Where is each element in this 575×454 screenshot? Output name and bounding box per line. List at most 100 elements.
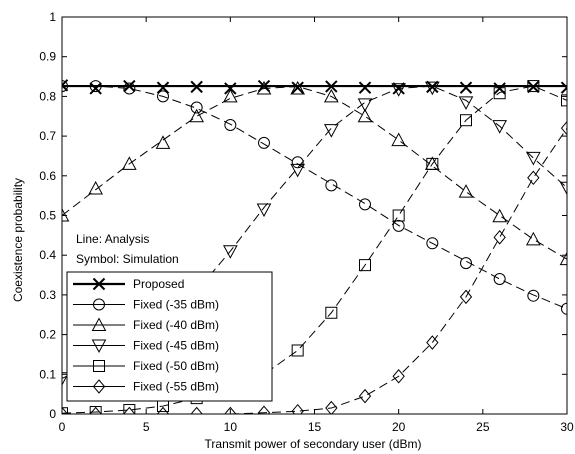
series-2 <box>62 80 567 266</box>
x-tick-label: 10 <box>224 420 238 434</box>
data-point <box>325 306 338 319</box>
x-tick-label: 30 <box>560 420 574 434</box>
data-point <box>358 388 372 404</box>
data-point <box>62 372 70 386</box>
data-point <box>391 132 407 147</box>
data-point <box>391 83 407 97</box>
x-marker-stroke <box>527 80 540 94</box>
legend-label: Fixed (-55 dBm) <box>133 380 219 394</box>
data-point <box>291 403 304 414</box>
legend-label: Fixed (-40 dBm) <box>133 318 219 332</box>
data-point <box>291 344 304 357</box>
annotations: Line: Analysis Symbol: Simulation <box>76 232 179 266</box>
data-point <box>559 251 567 266</box>
series-line <box>62 85 567 310</box>
data-point <box>357 98 373 112</box>
data-point <box>426 157 439 170</box>
y-tick-label: 0.5 <box>39 209 56 223</box>
data-point <box>525 231 541 246</box>
data-point <box>493 87 506 100</box>
data-point <box>89 80 102 93</box>
legend-label: Fixed (-35 dBm) <box>133 298 219 312</box>
data-point <box>62 80 68 93</box>
data-point <box>190 80 203 94</box>
data-point <box>458 184 474 198</box>
annotation-simulation: Symbol: Simulation <box>76 252 179 266</box>
data-point <box>459 289 473 305</box>
axes: 0 5 10 15 20 25 30 0 0.1 0.2 0.3 0.4 0.5 0.6 0.7 0.8 0.9… <box>39 10 574 434</box>
data-point <box>325 400 338 414</box>
data-point <box>359 198 371 211</box>
legend-marker <box>92 379 106 394</box>
y-tick-label: 0.8 <box>39 89 56 103</box>
legend-entry: Fixed (-50 dBm) <box>73 359 219 373</box>
data-point <box>62 407 68 414</box>
data-point <box>224 118 237 131</box>
data-point <box>323 88 339 103</box>
data-point <box>222 245 238 259</box>
data-point <box>224 82 237 95</box>
data-point <box>492 208 508 223</box>
legend-marker <box>91 339 107 354</box>
y-tick-label: 0.7 <box>39 129 56 143</box>
data-point <box>359 259 371 272</box>
data-point <box>89 82 102 95</box>
y-tick-label: 0.2 <box>39 328 56 342</box>
data-point <box>155 135 171 149</box>
x-marker-stroke <box>560 81 567 90</box>
x-marker-stroke <box>224 82 237 95</box>
data-point <box>493 273 506 286</box>
data-point <box>458 96 474 110</box>
data-point <box>123 406 136 414</box>
data-point <box>325 80 338 93</box>
data-point <box>258 136 270 149</box>
data-point <box>460 114 472 127</box>
legend-label: Fixed (-50 dBm) <box>133 359 219 373</box>
data-point <box>426 237 439 250</box>
data-point <box>156 81 170 94</box>
y-tick-label: 0.1 <box>39 367 56 381</box>
data-point <box>527 80 540 93</box>
data-point <box>560 81 567 94</box>
data-point <box>89 406 102 414</box>
data-point <box>392 209 405 222</box>
data-point <box>290 163 306 178</box>
data-point <box>189 108 205 123</box>
data-point <box>121 156 137 170</box>
data-point <box>256 80 272 95</box>
data-point <box>357 108 373 123</box>
data-point <box>460 257 472 270</box>
x-tick-label: 25 <box>476 420 490 434</box>
data-point <box>222 88 238 103</box>
data-point <box>559 181 567 196</box>
data-point <box>561 94 567 107</box>
legend-marker <box>92 277 106 291</box>
y-tick-label: 0.3 <box>39 288 56 302</box>
x-tick-label: 0 <box>59 420 66 434</box>
x-marker-stroke <box>123 79 136 93</box>
y-tick-label: 0 <box>49 407 56 421</box>
series-line <box>62 85 567 414</box>
data-point <box>88 180 104 195</box>
y-tick-label: 0.4 <box>39 248 56 262</box>
data-point <box>426 80 439 94</box>
data-point <box>156 406 170 414</box>
legend-box <box>66 271 273 402</box>
series-0 <box>62 79 567 95</box>
data-point <box>527 80 540 94</box>
data-point <box>256 203 272 218</box>
series-line <box>62 85 567 260</box>
x-marker-stroke <box>325 80 338 93</box>
data-point <box>157 90 169 103</box>
x-marker-stroke <box>291 81 304 94</box>
annotation-analysis: Line: Analysis <box>76 232 149 246</box>
x-marker-stroke <box>493 82 506 95</box>
legend-entry: Fixed (-40 dBm) <box>73 317 219 332</box>
x-tick-label: 15 <box>308 420 322 434</box>
legend-marker <box>93 360 105 372</box>
data-point <box>527 289 540 302</box>
data-point <box>123 82 136 95</box>
x-tick-label: 5 <box>143 420 150 434</box>
legend-entry: Fixed (-55 dBm) <box>73 379 219 394</box>
